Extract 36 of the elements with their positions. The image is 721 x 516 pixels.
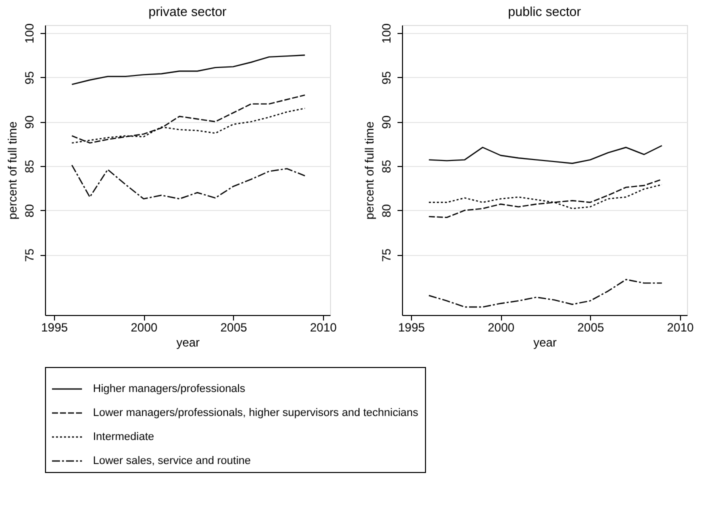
line-series bbox=[71, 164, 306, 200]
y-tick-label: 85 bbox=[22, 160, 36, 174]
y-tick-label: 85 bbox=[380, 160, 394, 174]
legend-label: Higher managers/professionals bbox=[93, 383, 246, 395]
legend-label: Intermediate bbox=[93, 431, 154, 443]
line-series bbox=[428, 178, 663, 218]
x-tick-label: 2005 bbox=[577, 320, 604, 334]
legend-label: Lower sales, service and routine bbox=[93, 455, 251, 467]
x-tick-label: 2010 bbox=[666, 320, 694, 334]
y-tick-label: 100 bbox=[380, 23, 394, 44]
y-tick-label: 95 bbox=[22, 70, 36, 85]
x-tick-label: 2000 bbox=[488, 320, 515, 334]
x-tick-label: 1995 bbox=[398, 320, 426, 334]
y-axis-title: percent of full time bbox=[6, 121, 20, 220]
line-series bbox=[71, 54, 306, 86]
x-tick-label: 2000 bbox=[130, 320, 158, 334]
x-tick-label: 1995 bbox=[41, 320, 68, 334]
y-tick-label: 80 bbox=[22, 204, 36, 218]
y-tick-label: 90 bbox=[22, 115, 36, 129]
line-series bbox=[428, 278, 663, 308]
chart-title: private sector bbox=[148, 4, 228, 19]
y-tick-label: 90 bbox=[380, 115, 394, 129]
y-axis-title: percent of full time bbox=[362, 121, 376, 220]
y-tick-label: 100 bbox=[22, 23, 36, 44]
y-tick-label: 80 bbox=[380, 204, 394, 218]
legend-label: Lower managers/professionals, higher supervisors and technicians bbox=[93, 407, 419, 419]
y-tick-label: 95 bbox=[380, 70, 394, 85]
x-axis-title: year bbox=[176, 336, 200, 350]
line-series bbox=[71, 94, 306, 144]
x-tick-label: 2010 bbox=[310, 320, 337, 334]
line-series bbox=[428, 145, 663, 164]
y-tick-label: 75 bbox=[22, 248, 36, 262]
x-tick-label: 2005 bbox=[220, 320, 248, 334]
y-tick-label: 75 bbox=[380, 248, 394, 262]
chart-title: public sector bbox=[508, 4, 582, 19]
x-axis-title: year bbox=[533, 336, 557, 350]
